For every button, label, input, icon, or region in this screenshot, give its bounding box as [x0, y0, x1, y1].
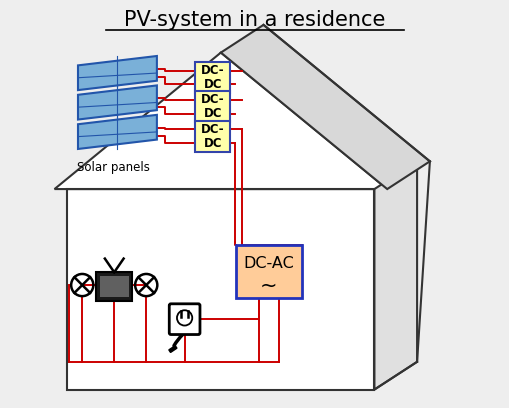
FancyBboxPatch shape: [195, 62, 230, 93]
Text: DC-
DC: DC- DC: [201, 93, 224, 120]
Text: PV-system in a residence: PV-system in a residence: [124, 10, 385, 30]
Polygon shape: [168, 346, 177, 353]
FancyBboxPatch shape: [195, 91, 230, 122]
FancyBboxPatch shape: [96, 272, 132, 301]
Text: DC-AC: DC-AC: [243, 256, 294, 271]
Text: ~: ~: [260, 276, 277, 296]
Text: Solar panels: Solar panels: [76, 161, 149, 174]
Polygon shape: [78, 115, 157, 149]
FancyBboxPatch shape: [100, 276, 128, 297]
Polygon shape: [374, 161, 416, 390]
Text: DC-
DC: DC- DC: [201, 123, 224, 150]
Polygon shape: [67, 189, 374, 390]
Text: DC-
DC: DC- DC: [201, 64, 224, 91]
Polygon shape: [220, 25, 429, 189]
FancyBboxPatch shape: [195, 121, 230, 151]
Polygon shape: [54, 53, 386, 189]
Polygon shape: [78, 85, 157, 120]
FancyBboxPatch shape: [235, 244, 301, 298]
Polygon shape: [78, 56, 157, 90]
FancyBboxPatch shape: [169, 304, 200, 335]
